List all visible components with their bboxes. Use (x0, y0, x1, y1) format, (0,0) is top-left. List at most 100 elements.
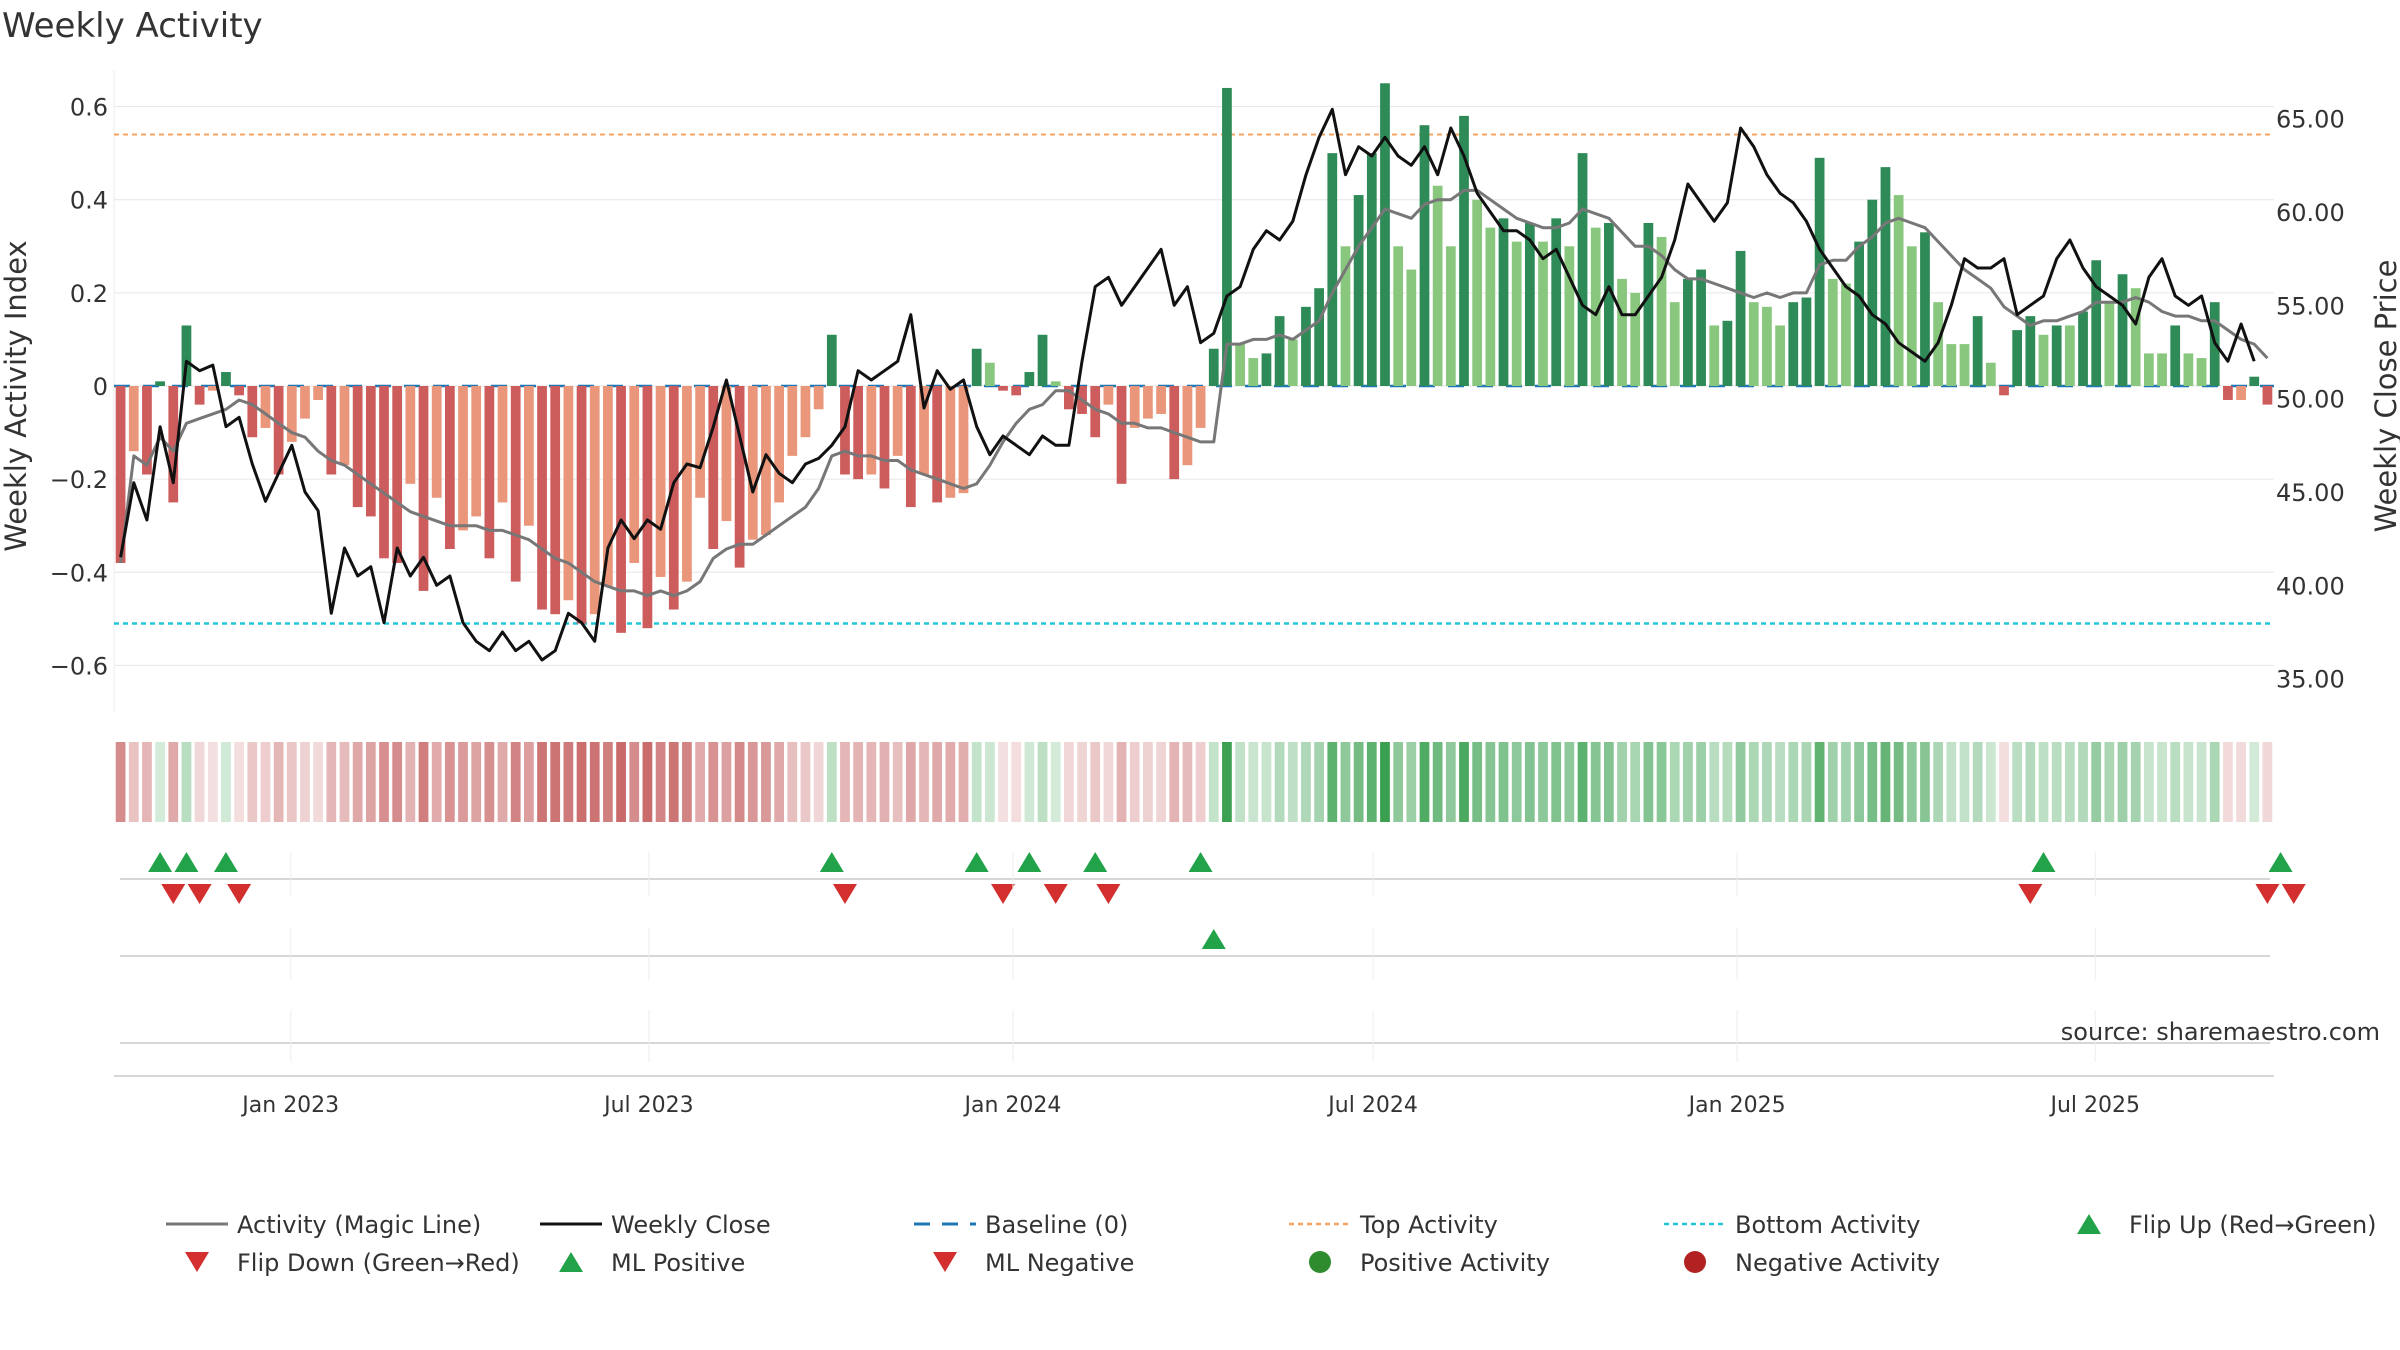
flip-up-marker (213, 852, 238, 872)
heat-cell (1577, 742, 1588, 822)
heat-cell (2236, 742, 2246, 822)
heat-cell (1459, 742, 1469, 822)
legend-item: Activity (Magic Line) (166, 1211, 481, 1239)
activity-bar (379, 386, 389, 559)
activity-bar (2144, 353, 2154, 386)
activity-bar (958, 386, 969, 494)
activity-bar (273, 386, 284, 475)
heat-cell (1946, 742, 1957, 822)
heat-cell (313, 742, 324, 822)
heat-cell (1116, 742, 1127, 822)
heat-cell (2012, 742, 2023, 822)
heat-cell (682, 742, 692, 822)
activity-bar (905, 386, 916, 508)
activity-bar (879, 386, 890, 489)
activity-bar (629, 386, 640, 563)
heat-cell (352, 742, 363, 822)
heat-cell (1683, 742, 1693, 822)
activity-bar (708, 386, 719, 549)
activity-bar (945, 386, 956, 498)
heat-cell (207, 742, 218, 822)
left-axis-ticks: 0.6 0.4 0.2 0 −0.2 −0.4 −0.6 (50, 94, 108, 681)
heat-cell (2223, 742, 2233, 822)
activity-bar (1577, 153, 1588, 386)
heat-cell (1959, 742, 1970, 822)
x-tick-label: Jan 2025 (1687, 1093, 1786, 1118)
heat-cell (695, 742, 705, 822)
heat-cell (1208, 742, 1219, 822)
activity-bar (616, 386, 626, 633)
heat-cell (905, 742, 916, 822)
heat-cell (1999, 742, 2009, 822)
heat-cell (1748, 742, 1759, 822)
heat-cell (840, 742, 850, 822)
activity-bar (1946, 344, 1957, 386)
activity-bar (892, 386, 903, 456)
activity-bar (1208, 348, 1219, 386)
heat-cell (1604, 742, 1614, 822)
activity-bar (300, 386, 310, 419)
heat-cell (1893, 742, 1904, 822)
signal-lanes (120, 878, 2270, 1044)
activity-bar (1287, 339, 1298, 386)
activity-bar (1827, 278, 1838, 386)
heat-cell (115, 742, 126, 822)
heat-cell (1775, 742, 1785, 822)
y-tick-label-left: 0.4 (70, 187, 108, 215)
flip-down-marker (2018, 884, 2043, 904)
y-tick-label-left: −0.6 (50, 652, 108, 680)
activity-bar (2223, 386, 2233, 400)
y-tick-label-right: 35.00 (2276, 666, 2345, 694)
legend-item: Baseline (0) (914, 1211, 1128, 1239)
heat-cell (642, 742, 653, 822)
activity-bar (1735, 250, 1746, 386)
legend-swatch (933, 1252, 957, 1272)
activity-bar (1445, 246, 1456, 386)
activity-bar (497, 386, 508, 503)
activity-bar (1432, 185, 1443, 386)
y-tick-label-left: 0 (93, 373, 108, 401)
heat-cell (1854, 742, 1864, 822)
legend-label: Flip Down (Green→Red) (237, 1249, 520, 1277)
heat-cell (984, 742, 995, 822)
heat-cell (1327, 742, 1338, 822)
heat-cell (1972, 742, 1983, 822)
heat-cell (1182, 742, 1193, 822)
activity-bar (787, 386, 798, 456)
heat-cell (1366, 742, 1377, 822)
source-credit: source: sharemaestro.com (2061, 1018, 2380, 1046)
legend-label: Positive Activity (1360, 1249, 1550, 1277)
heat-cell (1143, 742, 1153, 822)
heat-cell (1287, 742, 1298, 822)
activity-bar (919, 386, 929, 475)
heat-cell (1801, 742, 1812, 822)
flip-down-marker (2255, 884, 2280, 904)
heat-cell (813, 742, 824, 822)
flip-down-marker (2281, 884, 2306, 904)
heat-cell (1933, 742, 1944, 822)
flip-up-marker (819, 852, 844, 872)
heat-cell (1301, 742, 1311, 822)
flip-down-marker (1043, 884, 1068, 904)
flip-down-marker (1096, 884, 1121, 904)
activity-bar (142, 386, 152, 475)
heat-cell (1498, 742, 1509, 822)
heat-cell (576, 742, 587, 822)
activity-bar (668, 386, 679, 610)
heat-cell (537, 742, 547, 822)
heat-cell (1564, 742, 1575, 822)
activity-bar (1380, 83, 1390, 387)
activity-bar (1669, 302, 1680, 386)
legend-label: Baseline (0) (985, 1211, 1128, 1239)
heat-cell (1445, 742, 1456, 822)
heat-cell (444, 742, 455, 822)
heat-cell (1867, 742, 1878, 822)
heat-cell (1669, 742, 1680, 822)
heat-cell (392, 742, 403, 822)
activity-bar (1814, 157, 1825, 386)
activity-bar (1090, 386, 1101, 438)
heat-cell (2091, 742, 2102, 822)
activity-bar (682, 386, 692, 582)
y-tick-label-right: 55.00 (2276, 292, 2345, 320)
activity-bar (1709, 325, 1720, 386)
